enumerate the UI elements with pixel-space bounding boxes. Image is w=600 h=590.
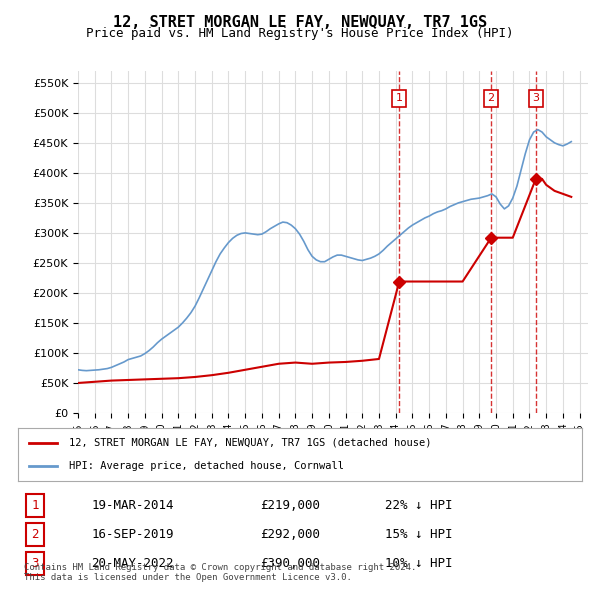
Text: 20-MAY-2022: 20-MAY-2022 [91, 557, 174, 570]
Text: 1: 1 [396, 93, 403, 103]
Text: 3: 3 [532, 93, 539, 103]
Text: 16-SEP-2019: 16-SEP-2019 [91, 528, 174, 541]
Text: £219,000: £219,000 [260, 499, 320, 512]
Text: 22% ↓ HPI: 22% ↓ HPI [385, 499, 452, 512]
Text: 10% ↓ HPI: 10% ↓ HPI [385, 557, 452, 570]
Text: 12, STRET MORGAN LE FAY, NEWQUAY, TR7 1GS (detached house): 12, STRET MORGAN LE FAY, NEWQUAY, TR7 1G… [69, 438, 431, 448]
Text: 1: 1 [31, 499, 38, 512]
Text: HPI: Average price, detached house, Cornwall: HPI: Average price, detached house, Corn… [69, 461, 344, 471]
Text: Price paid vs. HM Land Registry's House Price Index (HPI): Price paid vs. HM Land Registry's House … [86, 27, 514, 40]
Text: 3: 3 [31, 557, 38, 570]
Text: 15% ↓ HPI: 15% ↓ HPI [385, 528, 452, 541]
Text: 19-MAR-2014: 19-MAR-2014 [91, 499, 174, 512]
Text: 2: 2 [31, 528, 38, 541]
Text: £390,000: £390,000 [260, 557, 320, 570]
Text: £292,000: £292,000 [260, 528, 320, 541]
Text: Contains HM Land Registry data © Crown copyright and database right 2024.
This d: Contains HM Land Registry data © Crown c… [24, 563, 416, 582]
Text: 12, STRET MORGAN LE FAY, NEWQUAY, TR7 1GS: 12, STRET MORGAN LE FAY, NEWQUAY, TR7 1G… [113, 15, 487, 30]
Text: 2: 2 [488, 93, 495, 103]
